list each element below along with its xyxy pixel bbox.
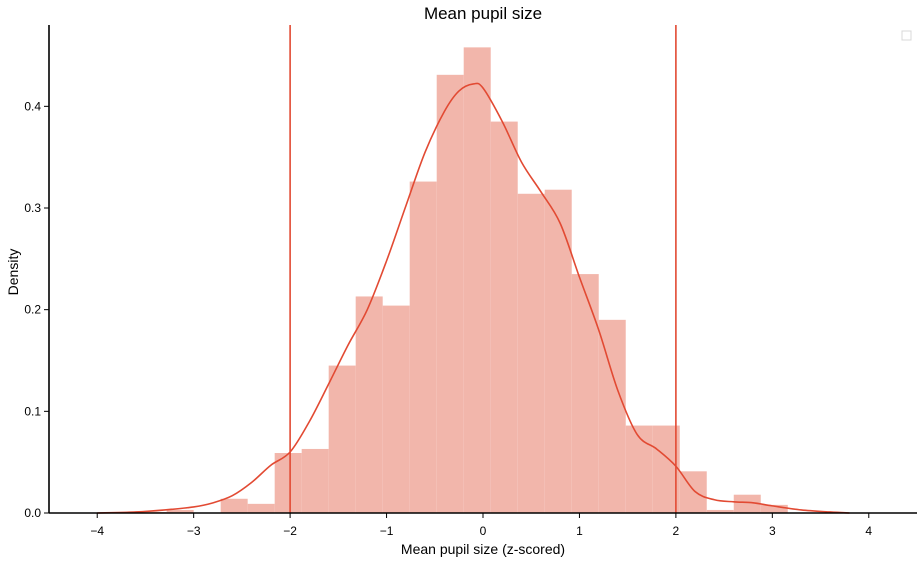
histogram-bar	[706, 509, 734, 513]
histogram-bar	[328, 365, 356, 513]
histogram-bar	[760, 504, 788, 513]
histogram-bar	[625, 425, 653, 513]
x-tick-label: 2	[673, 524, 680, 538]
chart-title: Mean pupil size	[424, 4, 542, 23]
histogram-bar	[382, 305, 410, 513]
legend-box	[901, 30, 912, 41]
histogram-bar	[301, 448, 329, 513]
kde-layer	[97, 82, 850, 514]
histogram-bar	[355, 296, 383, 513]
histogram-bar	[220, 498, 248, 513]
y-tick-label: 0.1	[24, 404, 41, 418]
x-tick-label: 4	[865, 524, 872, 538]
histogram-bar	[436, 74, 464, 514]
y-tick-label: 0.0	[24, 506, 41, 520]
histogram-bar	[517, 193, 545, 513]
y-axis-label: Density	[5, 249, 21, 296]
histogram-bar	[274, 453, 302, 513]
x-axis-label: Mean pupil size (z-scored)	[401, 541, 565, 557]
histogram-bar	[598, 319, 626, 513]
histogram-bar	[166, 509, 194, 513]
x-tick-label: 3	[769, 524, 776, 538]
x-tick-label: 0	[480, 524, 487, 538]
kde-curve	[97, 82, 850, 514]
x-tick-label: −1	[380, 524, 394, 538]
histogram-bars	[139, 47, 788, 514]
threshold-lines	[289, 25, 677, 513]
histogram-bar	[247, 503, 275, 513]
histogram-bar	[733, 494, 761, 513]
x-tick-label: −3	[187, 524, 201, 538]
x-tick-label: −4	[90, 524, 104, 538]
histogram-bar	[490, 121, 518, 513]
y-tick-label: 0.4	[24, 99, 41, 113]
x-tick-label: 1	[576, 524, 583, 538]
histogram-bar	[463, 47, 491, 513]
histogram-bar	[409, 181, 437, 514]
ticks: −4 −3 −2 −1 0 1 2 3 4 0.0 0.1 0.2 0.3 0.4	[24, 99, 872, 538]
y-tick-label: 0.3	[24, 201, 41, 215]
y-tick-label: 0.2	[24, 303, 41, 317]
histogram-bar	[571, 274, 599, 513]
histogram-bar	[544, 189, 572, 513]
x-tick-label: −2	[283, 524, 297, 538]
